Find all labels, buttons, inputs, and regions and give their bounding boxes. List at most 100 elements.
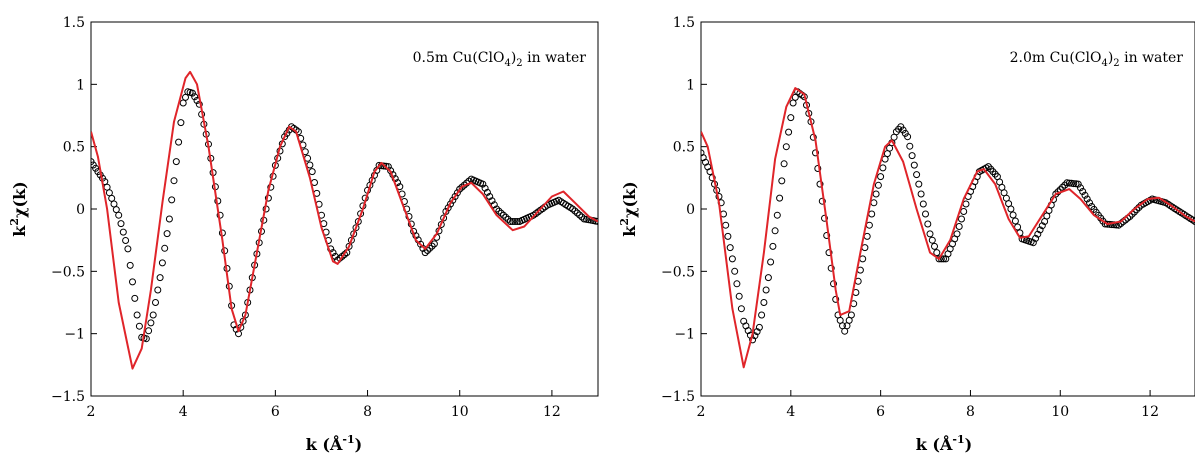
data-point bbox=[488, 197, 496, 205]
data-point bbox=[1065, 179, 1073, 187]
y-axis-title: k2χ(k) bbox=[618, 181, 639, 237]
data-point bbox=[724, 232, 732, 240]
data-point bbox=[755, 323, 763, 331]
data-point bbox=[940, 255, 947, 263]
data-point bbox=[1032, 234, 1040, 242]
x-tick-label: 12 bbox=[543, 404, 561, 420]
x-tick-label: 8 bbox=[966, 404, 975, 420]
data-point bbox=[513, 218, 521, 225]
data-point bbox=[708, 174, 716, 182]
x-tick-label: 12 bbox=[1141, 404, 1159, 420]
data-point bbox=[812, 149, 819, 157]
data-point bbox=[760, 299, 768, 306]
data-point bbox=[847, 311, 855, 319]
data-point bbox=[172, 158, 180, 166]
plot-frame bbox=[700, 21, 1195, 397]
data-point bbox=[865, 221, 873, 229]
data-point bbox=[341, 251, 348, 258]
data-point bbox=[1059, 183, 1066, 191]
data-point bbox=[731, 267, 739, 275]
data-point bbox=[728, 255, 736, 263]
data-point bbox=[495, 207, 503, 215]
data-point bbox=[764, 274, 772, 282]
data-point bbox=[447, 200, 454, 208]
data-point bbox=[863, 232, 871, 240]
y-tick-label: 1.5 bbox=[673, 15, 695, 31]
data-point bbox=[179, 99, 187, 107]
data-point bbox=[453, 189, 461, 197]
data-point bbox=[506, 218, 514, 225]
data-point bbox=[449, 196, 457, 204]
data-point bbox=[350, 230, 358, 238]
x-tick-label: 8 bbox=[363, 404, 372, 420]
data-point bbox=[105, 189, 113, 197]
data-point bbox=[832, 295, 840, 303]
data-point bbox=[814, 165, 822, 172]
data-point bbox=[451, 193, 459, 200]
data-point bbox=[762, 286, 770, 294]
data-point bbox=[1038, 222, 1046, 230]
data-point bbox=[124, 245, 132, 253]
series-group bbox=[701, 87, 1195, 369]
data-point bbox=[877, 173, 885, 181]
data-point bbox=[182, 93, 189, 101]
data-point bbox=[483, 188, 491, 196]
data-point bbox=[787, 114, 795, 122]
panel-annotation: 2.0m Cu(ClO4)2 in water bbox=[1010, 50, 1184, 69]
data-point bbox=[915, 180, 923, 188]
data-point bbox=[576, 211, 584, 219]
data-point bbox=[872, 190, 880, 198]
data-point bbox=[904, 133, 912, 141]
data-point bbox=[935, 255, 943, 263]
data-point bbox=[733, 280, 741, 288]
data-point bbox=[827, 264, 835, 272]
data-point bbox=[338, 252, 346, 260]
data-point bbox=[126, 261, 134, 269]
x-tick-label: 10 bbox=[1051, 404, 1069, 420]
data-point bbox=[928, 236, 936, 244]
data-point bbox=[417, 240, 425, 248]
data-point bbox=[486, 193, 494, 200]
y-tick-label: 0.5 bbox=[63, 140, 85, 156]
x-axis-title: k (Å-1) bbox=[916, 433, 972, 454]
data-point bbox=[511, 218, 519, 225]
y-tick-label: 0 bbox=[686, 202, 695, 218]
y-tick-label: 1 bbox=[76, 77, 85, 93]
data-point bbox=[1036, 226, 1044, 234]
chart-panel-1: 2 4 6 8 10 12 −1.5 −1 −0.5 0 0.5 1 1.5 k (Å-1) k2χ(k) 0… bbox=[8, 15, 599, 454]
data-point bbox=[165, 215, 173, 223]
x-tick-label: 4 bbox=[786, 404, 795, 420]
fit-line bbox=[91, 70, 598, 370]
data-point bbox=[122, 237, 130, 244]
data-point bbox=[955, 223, 963, 230]
data-point bbox=[430, 240, 438, 248]
data-point bbox=[145, 327, 153, 335]
data-point bbox=[1061, 181, 1069, 189]
data-point bbox=[906, 142, 914, 150]
data-point bbox=[490, 201, 498, 209]
y-tick-label: 1 bbox=[686, 77, 695, 93]
data-point bbox=[931, 242, 938, 250]
y-tick-label: −0.5 bbox=[661, 264, 695, 280]
plot-frame bbox=[90, 21, 599, 397]
data-point bbox=[776, 194, 784, 202]
data-point bbox=[306, 161, 314, 169]
data-point bbox=[913, 171, 921, 179]
data-point bbox=[924, 220, 932, 228]
data-point bbox=[737, 305, 745, 313]
data-point bbox=[497, 209, 505, 217]
data-point bbox=[131, 294, 139, 302]
data-point bbox=[308, 168, 316, 176]
data-point bbox=[1191, 218, 1195, 225]
data-point bbox=[908, 152, 916, 160]
data-point bbox=[103, 183, 111, 191]
data-point bbox=[1086, 199, 1093, 207]
data-point bbox=[868, 210, 876, 218]
data-point bbox=[135, 322, 143, 330]
data-point bbox=[354, 218, 362, 225]
data-point bbox=[375, 161, 383, 169]
data-point bbox=[479, 180, 487, 188]
y-tick-label: −1.5 bbox=[661, 389, 695, 405]
series-group bbox=[91, 70, 598, 370]
